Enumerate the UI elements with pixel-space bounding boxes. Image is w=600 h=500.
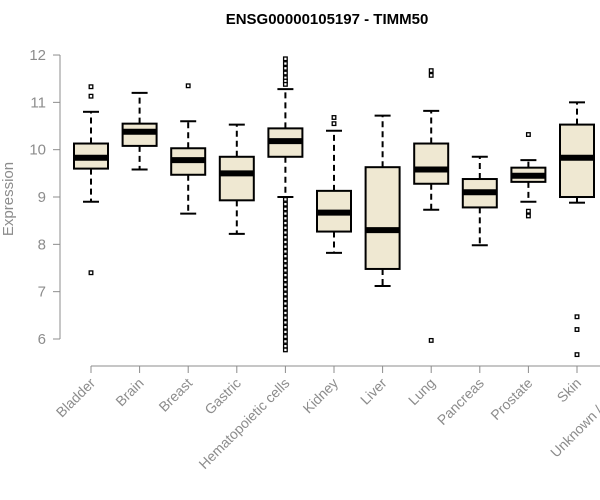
outlier-point [525, 213, 531, 219]
x-tick-label: Gastric [201, 375, 244, 418]
outlier-point [574, 352, 580, 358]
box-breast [170, 83, 207, 215]
outlier-point [282, 201, 288, 207]
box-liver [364, 114, 401, 287]
outlier-point [282, 244, 288, 250]
y-tick-label: 8 [38, 236, 46, 253]
box-hematopoietic-cells [267, 56, 304, 353]
y-tick-label: 6 [38, 331, 46, 348]
iqr-box [413, 142, 450, 185]
outlier-point [282, 234, 288, 240]
outlier-point [282, 301, 288, 306]
outlier-point [282, 206, 288, 212]
outlier-point [331, 115, 337, 120]
y-tick-label: 11 [30, 94, 46, 111]
outlier-point [282, 65, 288, 71]
x-tick-label: Hematopoietic cells [195, 375, 292, 472]
x-tick-label: Prostate [487, 375, 535, 423]
outlier-point [282, 225, 288, 231]
y-tick-label: 9 [38, 189, 46, 206]
outlier-point [282, 263, 288, 269]
box-bladder [73, 84, 109, 276]
x-tick-label: Lung [405, 375, 438, 408]
outlier-point [282, 305, 288, 311]
chart-title: ENSG00000105197 - TIMM50 [226, 11, 429, 28]
iqr-box [121, 122, 158, 147]
box-skin [559, 101, 595, 358]
outlier-point [428, 72, 434, 78]
outlier-point [282, 81, 288, 87]
x-tick-label: Brain [112, 375, 146, 409]
outlier-point [282, 253, 288, 259]
outlier-point [282, 282, 288, 288]
outlier-point [282, 319, 288, 325]
outlier-point [525, 208, 531, 214]
box-gastric [218, 123, 255, 235]
outlier-point [282, 272, 288, 278]
x-tick-label: Breast [155, 375, 195, 415]
outlier-point [282, 56, 288, 62]
iqr-box [559, 123, 595, 199]
outlier-point [574, 327, 580, 332]
outlier-point [282, 267, 288, 273]
outlier-point [282, 196, 288, 202]
outlier-point [525, 132, 531, 137]
outlier-point [282, 258, 288, 264]
outlier-point [574, 314, 580, 320]
box-pancreas [461, 155, 498, 247]
outlier-point [282, 334, 288, 340]
outlier-point [282, 286, 288, 292]
outlier-point [282, 248, 288, 254]
outlier-point [185, 83, 191, 89]
outlier-point [282, 324, 288, 330]
box-brain [121, 91, 158, 171]
outlier-point [282, 220, 288, 226]
outlier-point [88, 93, 94, 99]
outlier-point [428, 337, 434, 343]
box-prostate [510, 132, 547, 219]
x-tick-label: Bladder [53, 375, 99, 421]
box-lung [413, 68, 450, 343]
outlier-point [331, 121, 337, 127]
outlier-point [282, 296, 288, 302]
outlier-point [282, 61, 288, 66]
outlier-point [282, 329, 288, 335]
outlier-point [282, 347, 288, 353]
y-tick-label: 12 [29, 47, 46, 64]
outlier-point [88, 84, 94, 90]
y-tick-label: 10 [29, 142, 46, 159]
outlier-point [282, 277, 288, 283]
outlier-point [282, 291, 288, 297]
x-tick-label: Kidney [300, 375, 342, 417]
outlier-point [282, 215, 288, 221]
y-axis-label: Expression [0, 162, 17, 236]
outlier-point [282, 315, 288, 321]
outlier-point [282, 211, 288, 217]
outlier-point [428, 68, 434, 74]
y-tick-label: 7 [38, 284, 46, 301]
outlier-point [88, 270, 94, 276]
outlier-point [282, 239, 288, 245]
outlier-point [282, 230, 288, 235]
box-kidney [316, 115, 352, 254]
x-tick-label: Skin [554, 375, 585, 406]
x-tick-label: Liver [357, 375, 390, 408]
iqr-box [218, 155, 255, 202]
outlier-point [282, 343, 288, 349]
boxes-group [73, 56, 595, 358]
iqr-box [364, 166, 401, 270]
outlier-point [282, 310, 288, 316]
outlier-point [282, 338, 288, 344]
y-axis: 6 7 8 9 10 11 12 [29, 47, 61, 348]
outlier-point [282, 70, 288, 76]
x-tick-label: Pancreas [434, 375, 487, 428]
